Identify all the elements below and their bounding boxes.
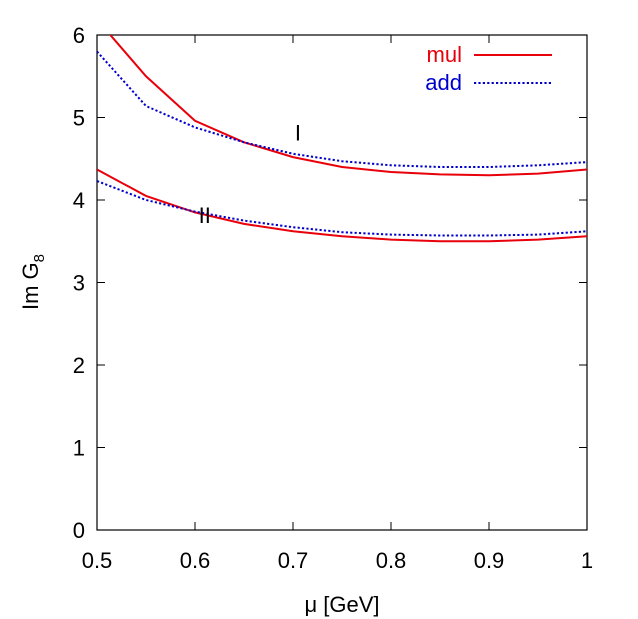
x-axis-title: μ [GeV] (304, 592, 379, 617)
legend: mul add (425, 42, 552, 95)
x-tick-label: 0.6 (180, 548, 211, 573)
y-axis-title-subscript: 8 (31, 254, 48, 262)
legend-label: add (425, 70, 462, 95)
y-tick-label: 1 (73, 436, 85, 461)
curve-label: II (199, 203, 211, 228)
annotation-layer: III (199, 121, 301, 229)
series-layer (97, 35, 587, 243)
y-tick-label: 3 (73, 271, 85, 296)
y-tick-label: 6 (73, 23, 85, 48)
y-tick-label: 0 (73, 518, 85, 543)
y-axis-title: Im G8 (18, 254, 48, 310)
x-tick-label: 0.8 (376, 548, 407, 573)
y-axis-title-main: Im G (18, 262, 43, 310)
y-tick-label: 4 (73, 188, 85, 213)
series-line-add-II (97, 180, 587, 237)
plot-frame (96, 34, 588, 531)
x-tick-label: 0.9 (474, 548, 505, 573)
series-line-add-I (97, 50, 587, 168)
ticks (96, 34, 588, 531)
y-tick-label: 5 (73, 106, 85, 131)
legend-label: mul (427, 42, 462, 67)
x-tick-label: 1 (581, 548, 593, 573)
series-line-mul-I (109, 35, 587, 177)
y-tick-label: 2 (73, 353, 85, 378)
x-tick-label: 0.7 (278, 548, 309, 573)
series-line-mul-II (97, 168, 587, 243)
x-tick-label: 0.5 (82, 548, 113, 573)
tick-labels: 0.5 0.6 0.7 0.8 0.9 1 0 1 2 3 4 5 6 (73, 23, 593, 573)
curve-label: I (295, 121, 301, 146)
y-axis-title-group: Im G8 (18, 254, 48, 310)
